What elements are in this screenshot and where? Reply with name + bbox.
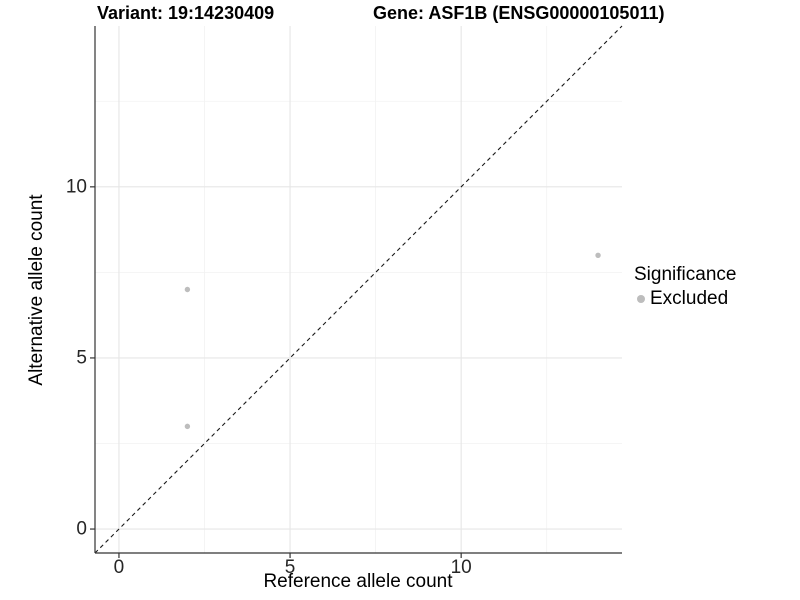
y-tick-label: 0 [76,518,87,540]
y-tick-label: 5 [76,347,87,369]
legend-title: Significance [634,264,737,285]
y-tick-label: 10 [65,176,87,198]
legend: Significance Excluded [634,264,736,310]
legend-item-label: Excluded [650,288,729,309]
data-point [595,252,601,258]
legend-point-icon [637,295,645,303]
x-axis-label: Reference allele count [263,571,453,592]
gene-title: Gene: ASF1B (ENSG00000105011) [373,3,665,23]
x-tick-label: 5 [284,557,296,578]
x-tick-label: 10 [450,557,472,578]
legend-item-excluded: Excluded [634,288,736,310]
data-point [184,286,191,293]
variant-title: Variant: 19:14230409 [97,3,275,23]
x-tick-label: 0 [113,557,125,578]
identity-dashed-line [94,25,623,554]
y-axis-label: Alternative allele count [26,194,47,386]
data-point [184,423,191,430]
